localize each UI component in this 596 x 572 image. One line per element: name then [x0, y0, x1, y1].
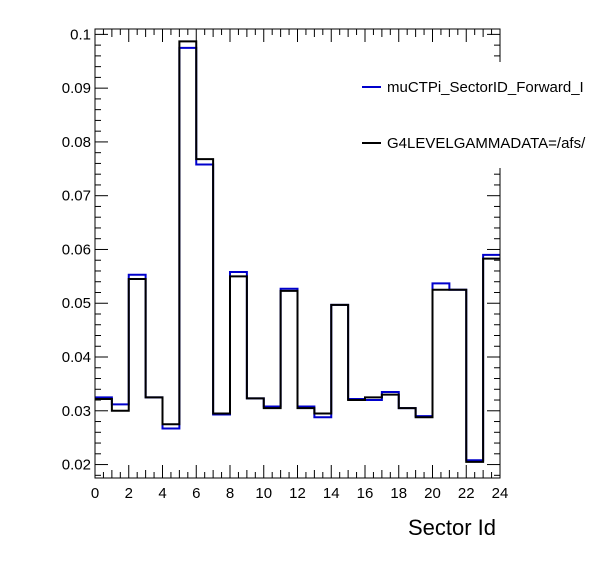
x-tick-label: 4	[158, 485, 166, 502]
legend-label-series-1: muCTPi_SectorID_Forward_I	[387, 79, 584, 96]
y-tick-label: 0.07	[62, 188, 91, 205]
y-tick-label: 0.03	[62, 403, 91, 420]
x-tick-label: 22	[458, 485, 475, 502]
y-tick-label: 0.05	[62, 295, 91, 312]
y-tick-label: 0.04	[62, 349, 91, 366]
x-tick-label: 8	[226, 485, 234, 502]
x-tick-label: 6	[192, 485, 200, 502]
y-tick-label: 0.08	[62, 134, 91, 151]
plot-frame	[94, 28, 501, 479]
y-tick-label: 0.06	[62, 241, 91, 258]
x-tick-label: 2	[125, 485, 133, 502]
x-tick-label: 12	[289, 485, 306, 502]
x-tick-label: 20	[424, 485, 441, 502]
series-layer	[95, 40, 500, 463]
x-tick-label: 14	[323, 485, 340, 502]
legend-label-series-2: G4LEVELGAMMADATA=/afs/	[387, 135, 586, 152]
x-axis-label: Sector Id	[408, 515, 496, 540]
legend-box	[356, 62, 596, 168]
series-2	[95, 40, 500, 463]
y-tick-label: 0.1	[70, 26, 91, 43]
x-tick-label: 10	[255, 485, 272, 502]
x-tick-label: 0	[91, 485, 99, 502]
histogram-step-line	[95, 40, 500, 463]
x-tick-label: 16	[357, 485, 374, 502]
x-tick-label: 18	[390, 485, 407, 502]
legend: muCTPi_SectorID_Forward_I G4LEVELGAMMADA…	[356, 62, 596, 168]
y-tick-label: 0.09	[62, 80, 91, 97]
x-tick-label: 24	[492, 485, 509, 502]
y-tick-label: 0.02	[62, 457, 91, 474]
